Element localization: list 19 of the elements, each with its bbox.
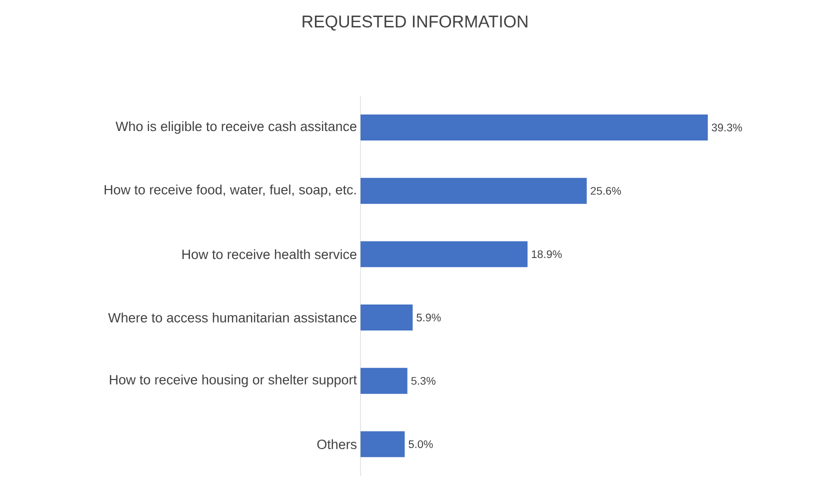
data-label: 25.6% [590, 186, 621, 195]
y-tick-label: Others [317, 439, 357, 450]
data-label: 5.0% [408, 440, 433, 448]
bar [360, 304, 413, 331]
bar [360, 178, 587, 204]
bar [360, 431, 405, 458]
y-tick-label: Who is eligible to receive cash assitance [116, 121, 356, 134]
y-tick-label: Where to access humanitarian assistance [108, 312, 356, 322]
data-label: 5.9% [416, 314, 441, 322]
data-label: 18.9% [532, 250, 562, 258]
data-label: 39.3% [712, 124, 742, 132]
bar [360, 368, 408, 394]
chart-title: REQUESTED INFORMATION [302, 16, 528, 31]
bar [360, 241, 528, 268]
y-tick-label: How to receive housing or shelter support [110, 374, 357, 388]
y-tick-label: How to receive health service [182, 249, 356, 260]
bar [360, 114, 708, 141]
y-tick-label: How to receive food, water, fuel, soap, etc. [104, 184, 356, 198]
data-label: 5.3% [411, 376, 436, 385]
